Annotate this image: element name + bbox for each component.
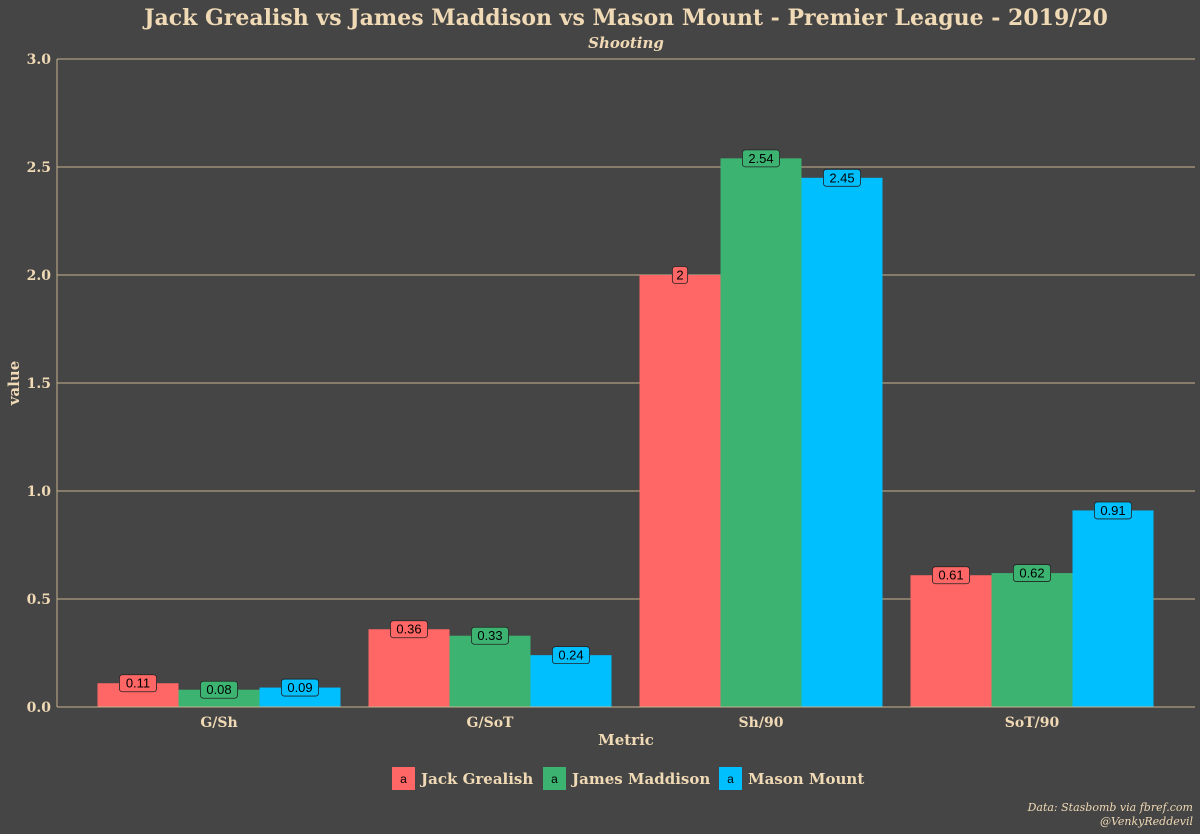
- legend-item-james-maddison: a James Maddison: [543, 767, 710, 790]
- bar-jack-grealish-g-sh: [97, 683, 179, 707]
- bar-jack-grealish-sh-90: [639, 275, 721, 707]
- bar-jack-grealish-g-sot: [368, 629, 450, 707]
- legend-glyph: a: [400, 772, 407, 786]
- data-label-box: [470, 626, 509, 645]
- legend-glyph: a: [551, 772, 558, 786]
- legend: a Jack Grealish a James Maddison a Mason Moun…: [392, 767, 864, 790]
- legend-item-mason-mount: a Mason Mount: [719, 767, 864, 790]
- bar-james-maddison-sot-90: [991, 573, 1073, 707]
- legend-label: Mason Mount: [748, 770, 864, 788]
- legend-label: Jack Grealish: [419, 770, 533, 788]
- y-tick-label: 2.0: [27, 268, 52, 284]
- data-label-text: 2: [676, 268, 683, 283]
- bar-james-maddison-g-sot: [449, 635, 531, 707]
- data-label-jack-grealish-sh-90: 2: [671, 266, 689, 284]
- data-label-box: [742, 149, 781, 168]
- data-labels: 0.11 0.08 0.09 0.36 0.33 0.24 2 2.54 2.45 0.61 0.6…: [119, 149, 1133, 699]
- data-label-box: [199, 680, 238, 699]
- data-label-box: [932, 566, 971, 585]
- caption-author: @VenkyReddevil: [1100, 815, 1194, 828]
- x-tick-label: G/Sh: [200, 715, 237, 731]
- data-label-james-maddison-g-sh: 0.08: [199, 680, 238, 699]
- x-axis-ticks: G/Sh G/SoT Sh/90 SoT/90: [200, 715, 1059, 731]
- y-tick-label: 2.5: [27, 160, 51, 176]
- legend-swatch: [719, 767, 742, 790]
- data-label-box: [823, 168, 862, 187]
- y-tick-label: 1.0: [27, 484, 52, 500]
- bar-mason-mount-g-sh: [259, 687, 341, 707]
- data-label-text: 0.24: [558, 648, 583, 663]
- data-label-box: [389, 620, 428, 639]
- data-label-text: 0.61: [938, 568, 963, 583]
- data-label-jack-grealish-sot-90: 0.61: [932, 566, 971, 585]
- data-label-mason-mount-g-sot: 0.24: [552, 646, 591, 665]
- data-label-text: 0.36: [396, 622, 421, 637]
- data-label-text: 0.33: [477, 628, 502, 643]
- y-tick-label: 0.5: [27, 592, 51, 608]
- data-label-mason-mount-g-sh: 0.09: [280, 678, 319, 697]
- data-label-mason-mount-sh-90: 2.45: [823, 168, 862, 187]
- chart-subtitle: Shooting: [588, 34, 664, 52]
- data-label-box: [671, 266, 689, 284]
- data-label-box: [280, 678, 319, 697]
- legend-label: James Maddison: [570, 770, 710, 788]
- bars: [97, 158, 1154, 708]
- y-tick-label: 1.5: [27, 376, 51, 392]
- bar-mason-mount-sh-90: [801, 177, 883, 708]
- legend-swatch: [392, 767, 415, 790]
- bar-mason-mount-sot-90: [1072, 510, 1154, 707]
- chart-title: Jack Grealish vs James Maddison vs Mason…: [142, 5, 1108, 31]
- data-label-mason-mount-sot-90: 0.91: [1094, 501, 1133, 520]
- data-label-text: 2.54: [748, 151, 773, 166]
- y-tick-label: 0.0: [27, 700, 52, 716]
- data-label-text: 0.08: [206, 682, 231, 697]
- y-axis-title: value: [5, 361, 23, 407]
- legend-item-jack-grealish: a Jack Grealish: [392, 767, 533, 790]
- x-tick-label: Sh/90: [739, 715, 784, 731]
- data-label-james-maddison-g-sot: 0.33: [470, 626, 509, 645]
- x-tick-label: G/SoT: [467, 715, 515, 731]
- data-label-box: [119, 674, 158, 693]
- data-label-james-maddison-sh-90: 2.54: [742, 149, 781, 168]
- data-label-text: 0.62: [1019, 566, 1044, 581]
- data-label-box: [1094, 501, 1133, 520]
- data-label-jack-grealish-g-sh: 0.11: [119, 674, 158, 693]
- caption-source: Data: Stasbomb via fbref.com: [1027, 801, 1193, 814]
- data-label-text: 0.11: [126, 676, 150, 691]
- data-label-text: 0.91: [1100, 503, 1125, 518]
- data-label-text: 0.09: [287, 680, 312, 695]
- bar-jack-grealish-sot-90: [910, 575, 992, 707]
- y-axis-ticks: 0.0 0.5 1.0 1.5 2.0 2.5 3.0: [27, 52, 52, 716]
- data-label-james-maddison-sot-90: 0.62: [1013, 564, 1052, 582]
- x-tick-label: SoT/90: [1005, 715, 1060, 731]
- x-axis-title: Metric: [598, 731, 654, 749]
- data-label-text: 2.45: [829, 170, 854, 185]
- data-label-box: [1013, 564, 1052, 582]
- y-tick-label: 3.0: [27, 52, 52, 68]
- gridlines: [57, 58, 1195, 600]
- legend-glyph: a: [727, 772, 734, 786]
- data-label-box: [552, 646, 591, 665]
- data-label-jack-grealish-g-sot: 0.36: [389, 620, 428, 639]
- legend-swatch: [543, 767, 566, 790]
- bar-james-maddison-sh-90: [720, 158, 802, 708]
